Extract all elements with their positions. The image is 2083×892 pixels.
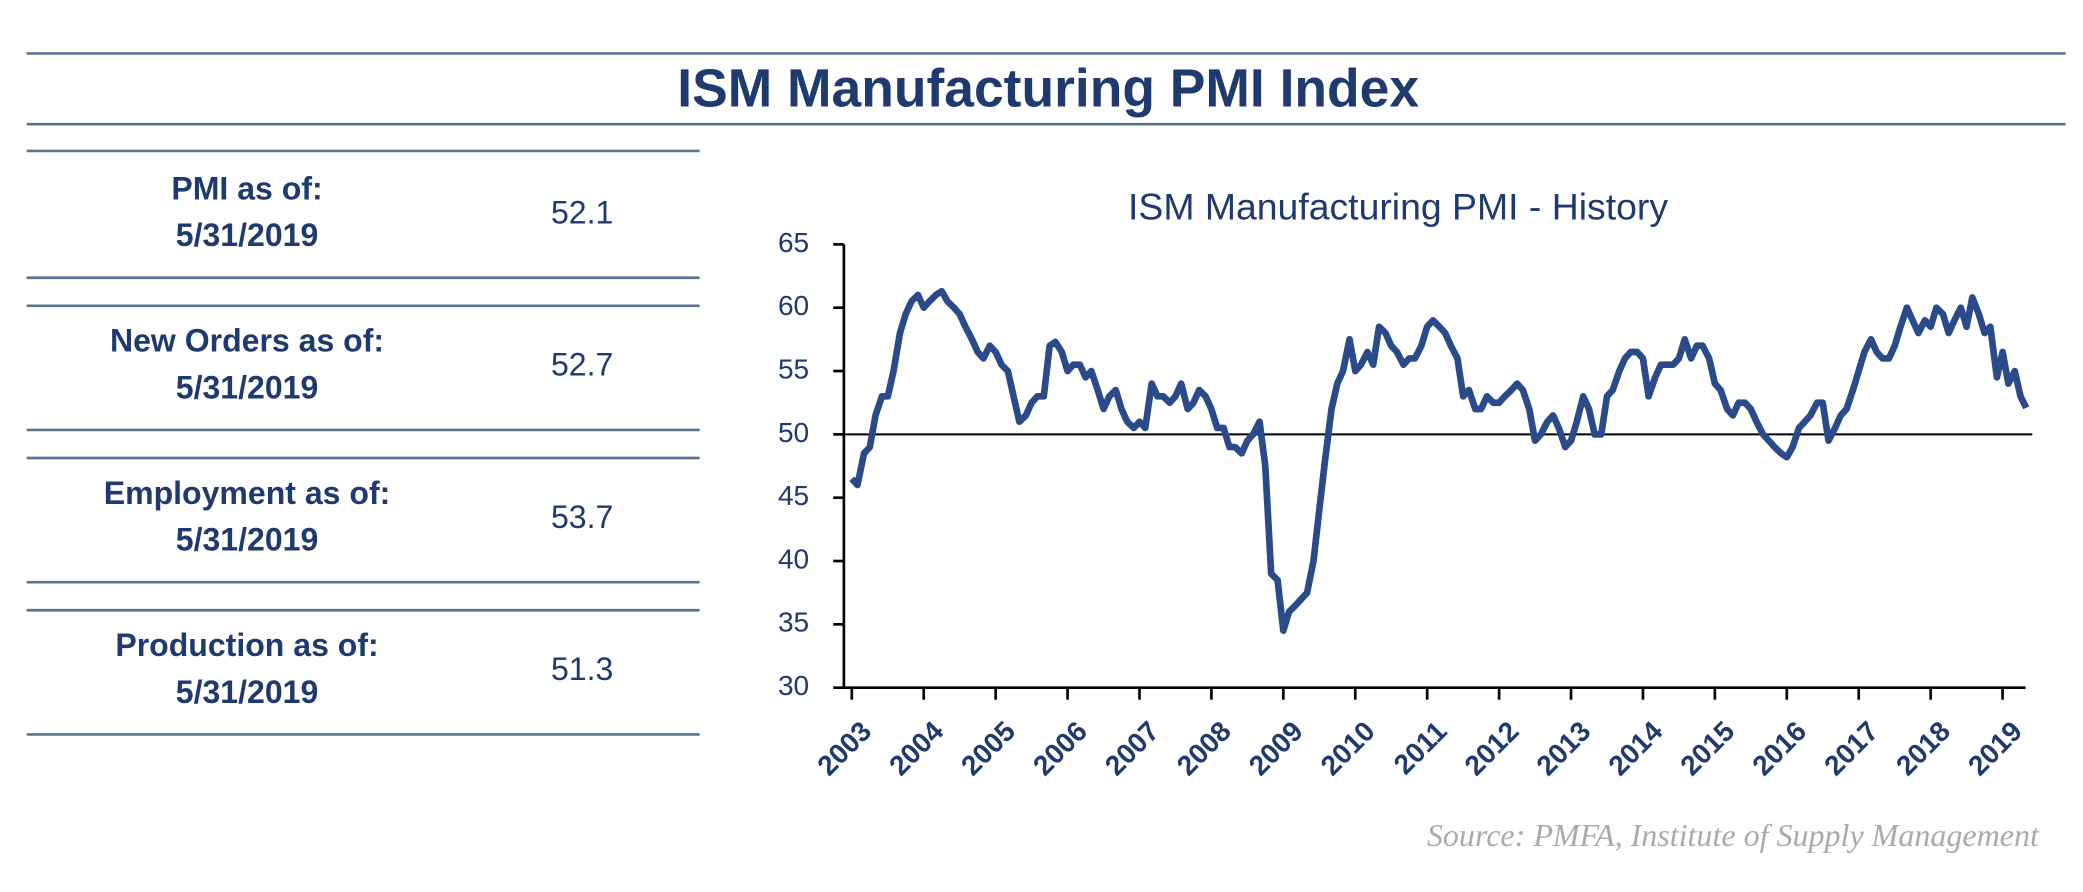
x-tick-label: 2017: [1818, 715, 1884, 781]
y-tick-label: 40: [778, 543, 809, 574]
row-date: 5/31/2019: [176, 522, 318, 558]
x-tick-label: 2003: [811, 715, 877, 781]
row-value: 51.3: [551, 651, 613, 687]
x-tick-label: 2011: [1388, 715, 1453, 780]
x-tick-label: 2006: [1027, 715, 1093, 781]
row-value: 53.7: [551, 499, 613, 535]
x-tick-label: 2016: [1746, 715, 1812, 781]
x-tick-label: 2014: [1602, 715, 1668, 781]
x-tick-label: 2004: [883, 715, 949, 781]
row-label: New Orders as of:: [110, 323, 384, 359]
source-note: Source: PMFA, Institute of Supply Manage…: [1427, 817, 2040, 853]
chart-title: ISM Manufacturing PMI - History: [1128, 186, 1668, 228]
x-tick-label: 2005: [955, 715, 1021, 781]
y-tick-label: 50: [778, 417, 809, 448]
y-tick-label: 60: [778, 290, 809, 321]
y-tick-label: 65: [778, 227, 809, 258]
page-title: ISM Manufacturing PMI Index: [677, 59, 1419, 118]
row-date: 5/31/2019: [176, 217, 318, 253]
row-value: 52.7: [551, 347, 613, 383]
y-tick-label: 45: [778, 480, 809, 511]
row-label: Employment as of:: [104, 475, 391, 511]
row-date: 5/31/2019: [176, 674, 318, 710]
x-tick-label: 2015: [1674, 715, 1740, 781]
x-tick-label: 2010: [1315, 715, 1381, 781]
row-label: Production as of:: [115, 627, 378, 663]
x-tick-label: 2012: [1459, 715, 1525, 781]
data-line: [849, 287, 2030, 635]
y-tick-label: 35: [778, 607, 809, 638]
y-tick-label: 30: [778, 670, 809, 701]
row-value: 52.1: [551, 194, 613, 230]
y-tick-label: 55: [778, 353, 809, 384]
x-tick-label: 2013: [1531, 715, 1597, 781]
x-tick-label: 2018: [1890, 715, 1956, 781]
row-label: PMI as of:: [171, 170, 322, 206]
x-tick-label: 2007: [1099, 715, 1165, 781]
x-tick-label: 2019: [1962, 715, 2028, 781]
row-date: 5/31/2019: [176, 369, 318, 405]
x-tick-label: 2008: [1171, 715, 1237, 781]
x-tick-label: 2009: [1243, 715, 1309, 781]
